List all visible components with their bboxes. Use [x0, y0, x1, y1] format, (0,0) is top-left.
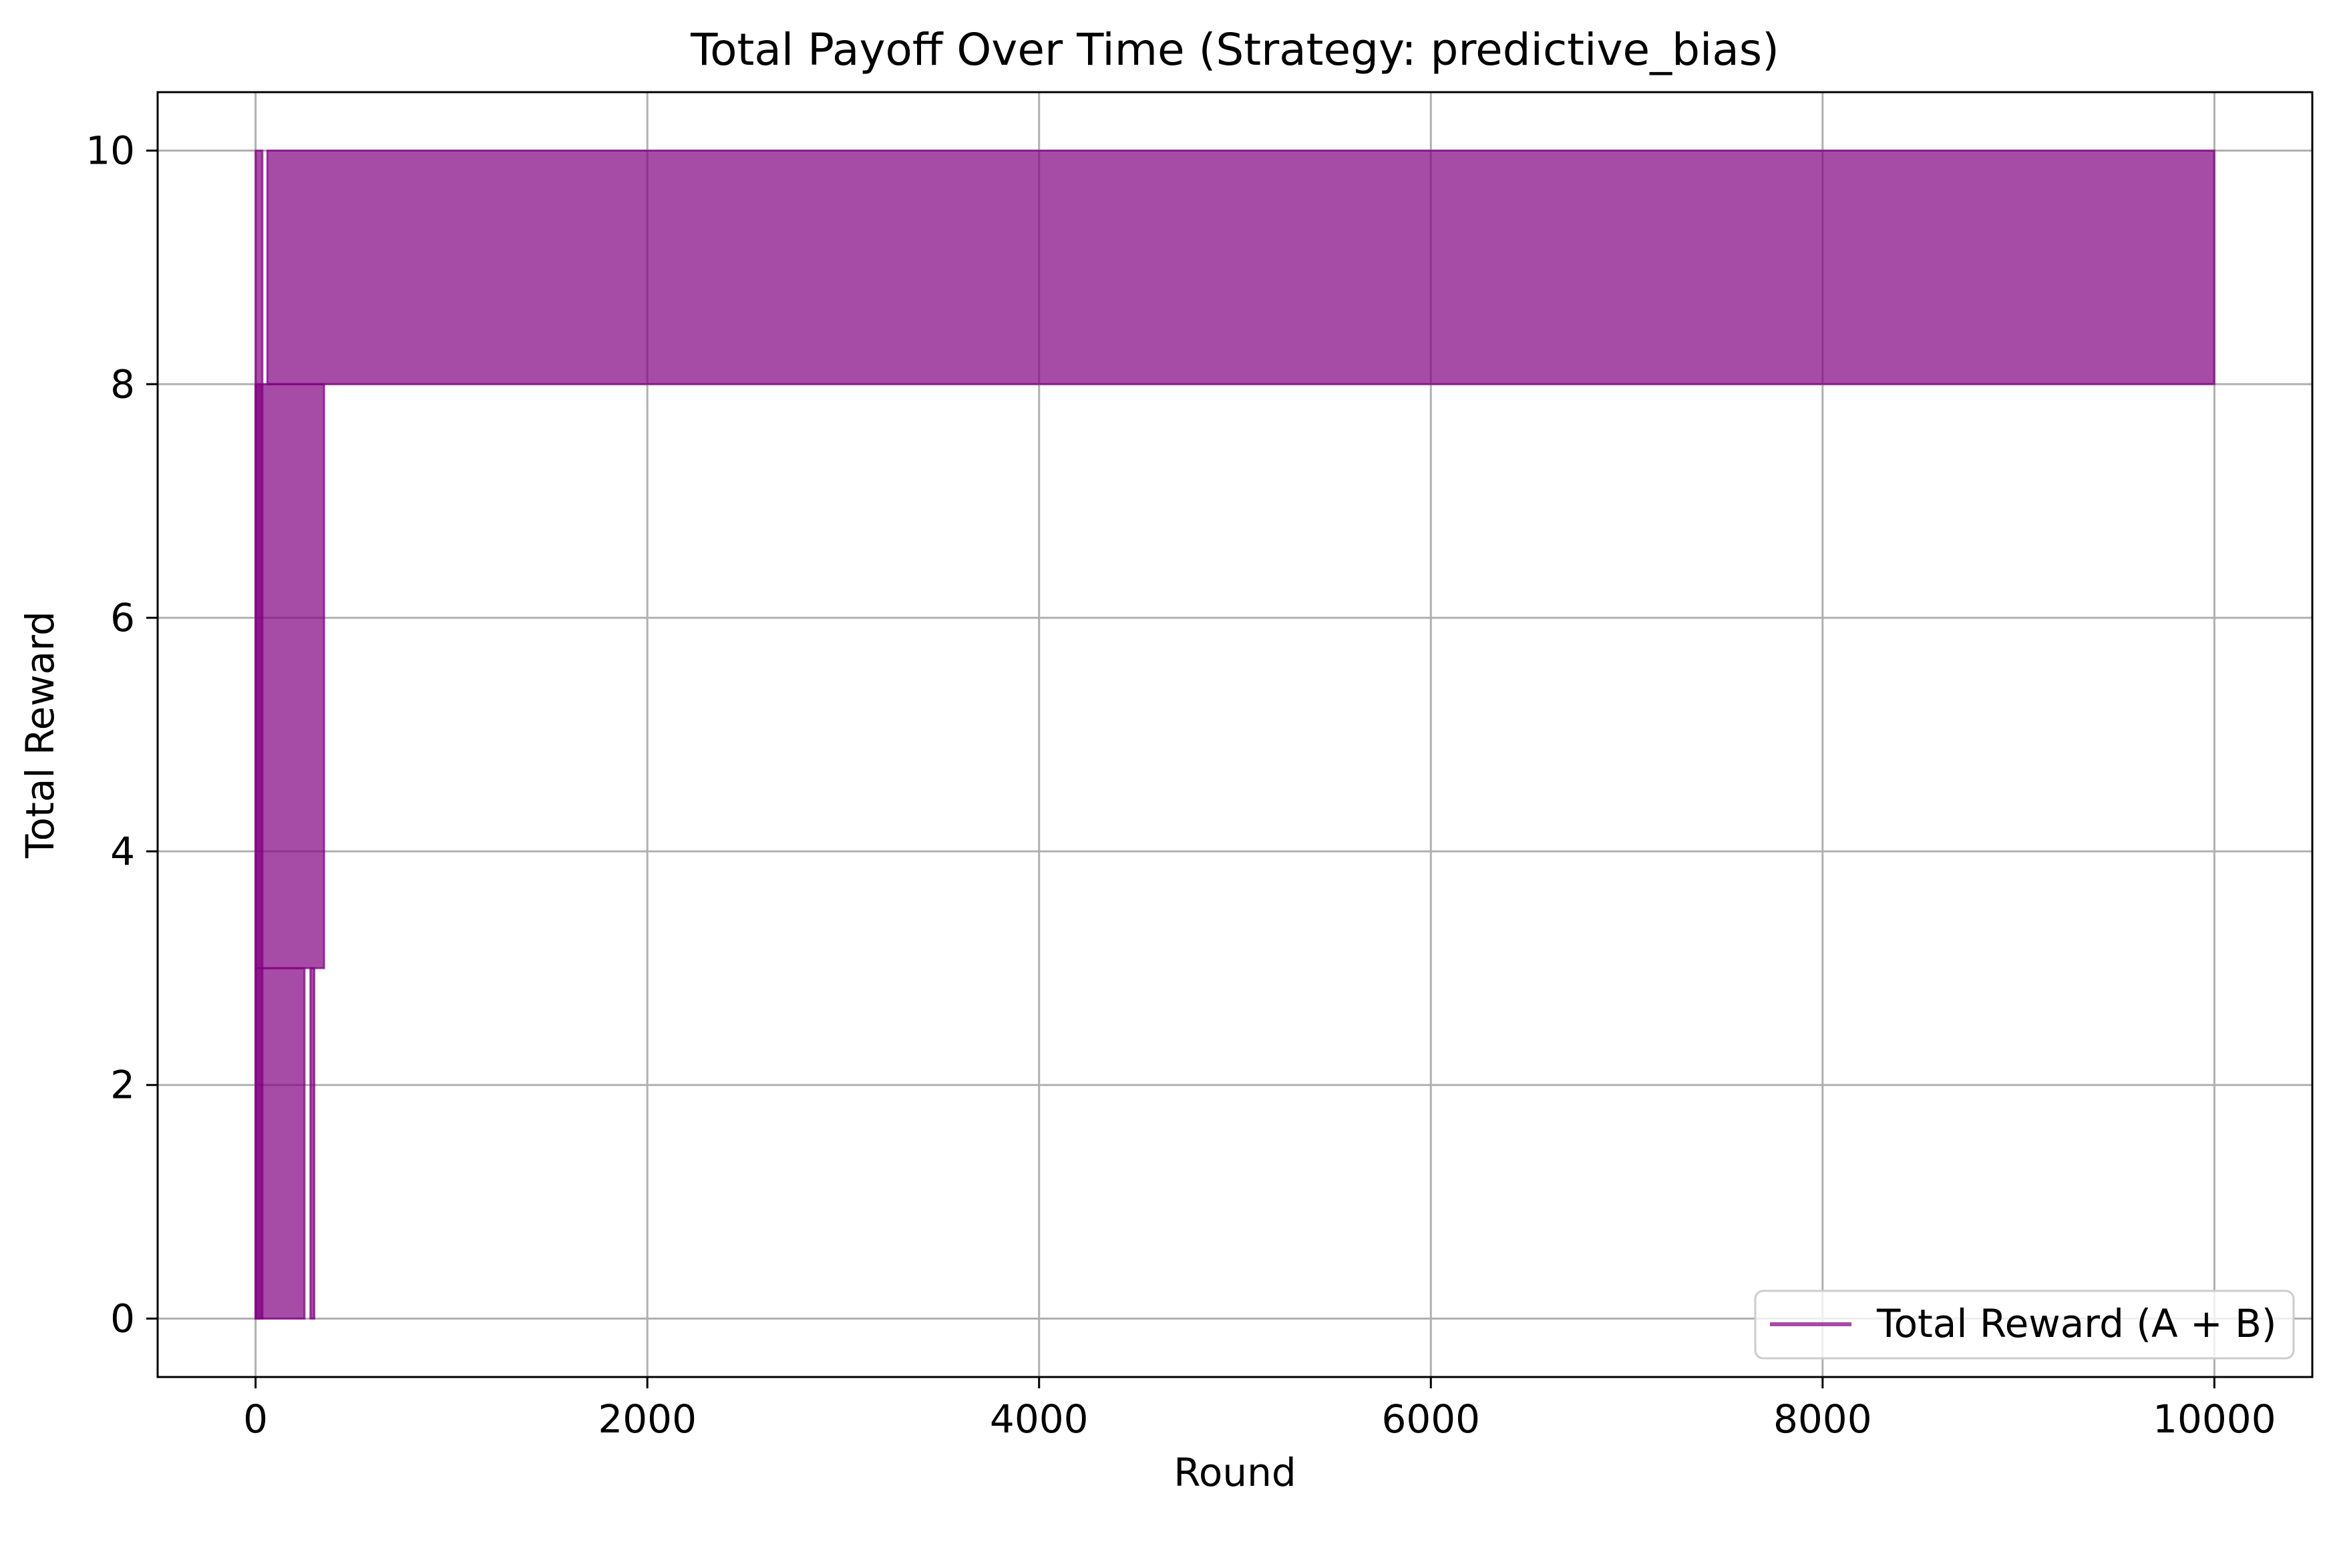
x-tick-label: 10000 — [2153, 1396, 2276, 1442]
series-total-reward — [254, 149, 2215, 1320]
y-tick-label: 8 — [110, 361, 135, 407]
x-axis-label: Round — [1174, 1450, 1296, 1495]
series-band — [266, 149, 2215, 385]
y-tick-label: 10 — [85, 128, 135, 173]
series-band — [309, 967, 316, 1320]
series-band — [254, 383, 325, 970]
y-axis-label: Total Reward — [17, 611, 63, 859]
series-band — [254, 967, 306, 1320]
legend-box — [1754, 1290, 2295, 1360]
y-tick-label: 2 — [110, 1062, 135, 1108]
x-tick-label: 2000 — [598, 1396, 697, 1442]
x-tick-label: 4000 — [990, 1396, 1089, 1442]
x-tick-label: 0 — [243, 1396, 268, 1442]
y-tick-label: 0 — [110, 1296, 135, 1342]
chart-title: Total Payoff Over Time (Strategy: predic… — [690, 24, 1779, 75]
legend-label: Total Reward (A + B) — [1876, 1301, 2277, 1346]
x-tick-label: 6000 — [1381, 1396, 1480, 1442]
x-tick-label: 8000 — [1773, 1396, 1872, 1442]
y-tick-label: 4 — [110, 829, 135, 874]
plot-frame — [156, 91, 2314, 1378]
y-tick-label: 6 — [110, 595, 135, 640]
legend: Total Reward (A + B) — [1754, 1290, 2295, 1360]
axis-ticks: 0 2000 4000 6000 8000 10000 0 2 4 6 8 10 — [85, 128, 2276, 1442]
